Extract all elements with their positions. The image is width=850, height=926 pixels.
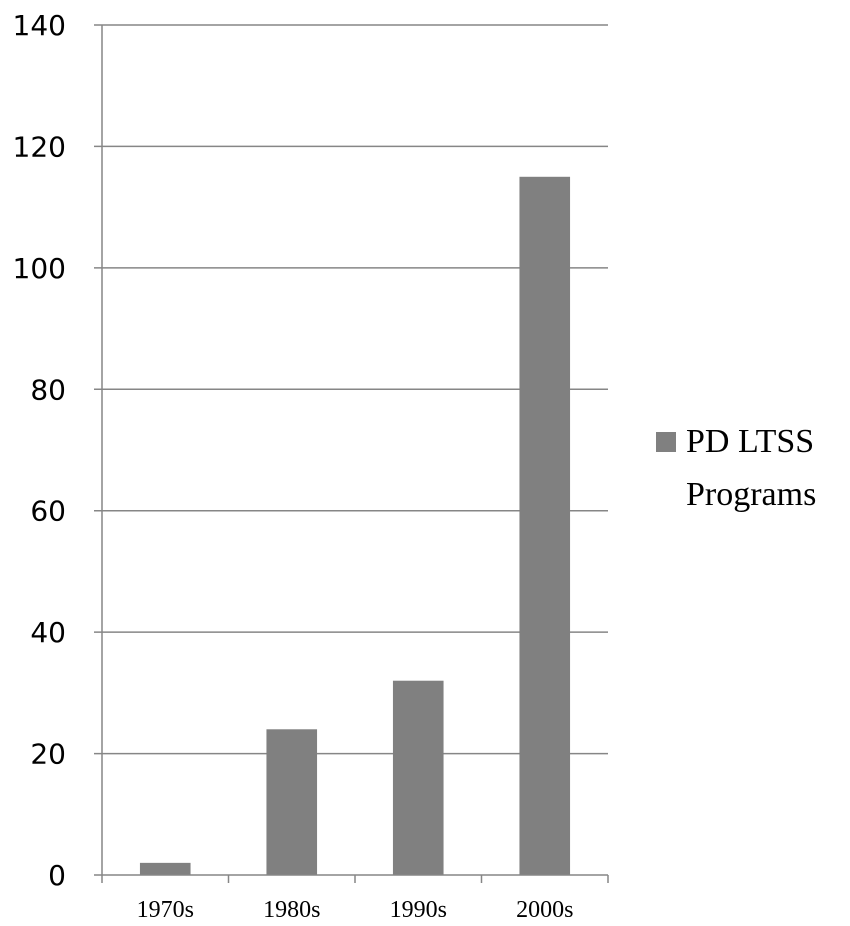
bar-1970s [140,863,191,875]
y-tick-label-60: 60 [30,495,66,528]
bar-2000s [519,177,570,875]
y-tick-labels: 0 20 40 60 80 100 120 140 [13,9,66,892]
x-tick-label-1970s: 1970s [137,897,194,923]
bar-1980s [266,729,317,875]
y-tick-label-80: 80 [30,373,66,406]
y-tick-label-40: 40 [30,616,66,649]
bar-1990s [393,681,444,875]
x-tick-labels: 1970s 1980s 1990s 2000s [137,897,574,923]
y-tick-label-120: 120 [13,130,66,163]
y-tick-label-100: 100 [13,252,66,285]
y-tick-label-140: 140 [13,9,66,42]
legend: PD LTSS Programs [656,423,816,513]
legend-swatch [656,432,676,452]
legend-label-line1: PD LTSS [686,423,814,460]
y-tick-label-20: 20 [30,738,66,771]
bars [140,177,570,875]
y-tick-label-0: 0 [48,859,66,892]
x-tick-label-1990s: 1990s [390,897,447,923]
legend-label-line2: Programs [686,476,816,513]
x-tick-label-1980s: 1980s [263,897,320,923]
x-tick-label-2000s: 2000s [516,897,573,923]
